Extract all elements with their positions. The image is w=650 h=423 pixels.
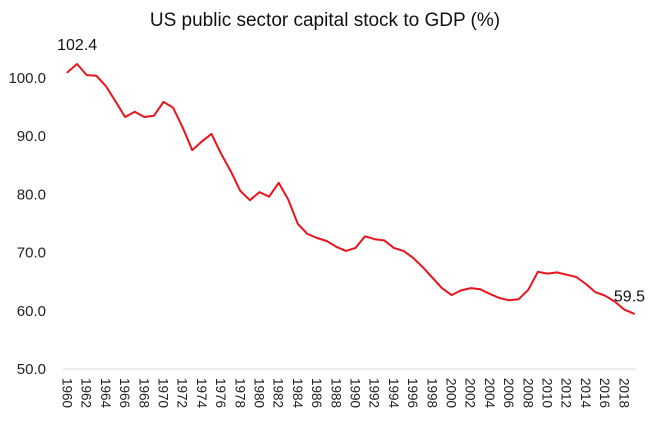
x-tick-label: 1980 (252, 378, 267, 408)
x-tick-label: 1984 (290, 378, 305, 409)
x-tick-label: 1982 (271, 378, 286, 408)
x-tick-label: 1966 (117, 378, 132, 408)
y-tick-label: 100.0 (8, 70, 46, 87)
y-tick-label: 90.0 (17, 128, 46, 145)
chart-title: US public sector capital stock to GDP (%… (150, 10, 500, 31)
x-tick-label: 1972 (175, 378, 190, 408)
series-group (66, 63, 635, 315)
x-tick-label: 1992 (367, 378, 382, 408)
x-tick-label: 1978 (232, 378, 247, 408)
x-tick-label: 2004 (482, 378, 497, 409)
x-tick-label: 1964 (98, 378, 113, 409)
x-tick-label: 1996 (405, 378, 420, 408)
y-tick-label: 60.0 (17, 303, 46, 320)
x-tick-label: 2006 (501, 378, 516, 408)
x-tick-label: 1990 (348, 378, 363, 408)
x-tick-label: 1970 (156, 378, 171, 408)
y-tick-label: 70.0 (17, 245, 46, 262)
x-axis: 1960 1962 1964 1966 1968 1970 1972 1974 1976 1978… (60, 378, 632, 409)
data-label: 102.4 (57, 37, 97, 54)
x-tick-label: 2010 (540, 378, 555, 408)
x-tick-label: 1988 (328, 378, 343, 408)
y-axis: 50.0 60.0 70.0 80.0 90.0 100.0 (8, 70, 46, 378)
x-tick-label: 2000 (444, 378, 459, 408)
x-tick-label: 1968 (136, 378, 151, 408)
x-tick-label: 2014 (578, 378, 593, 409)
series-line (66, 63, 635, 315)
x-tick-label: 1998 (424, 378, 439, 408)
x-tick-label: 2012 (559, 378, 574, 408)
x-tick-label: 2018 (616, 378, 631, 408)
x-tick-label: 2002 (463, 378, 478, 408)
x-tick-label: 1962 (79, 378, 94, 408)
x-tick-label: 1994 (386, 378, 401, 409)
x-tick-label: 2008 (520, 378, 535, 408)
data-label: 59.5 (614, 289, 645, 306)
x-tick-label: 1986 (309, 378, 324, 408)
x-tick-label: 2016 (597, 378, 612, 408)
x-tick-label: 1976 (213, 378, 228, 408)
x-tick-label: 1960 (60, 378, 75, 408)
y-tick-label: 80.0 (17, 186, 46, 203)
y-tick-label: 50.0 (17, 361, 46, 378)
data-labels: 102.4 59.5 (57, 37, 645, 306)
x-tick-label: 1974 (194, 378, 209, 409)
